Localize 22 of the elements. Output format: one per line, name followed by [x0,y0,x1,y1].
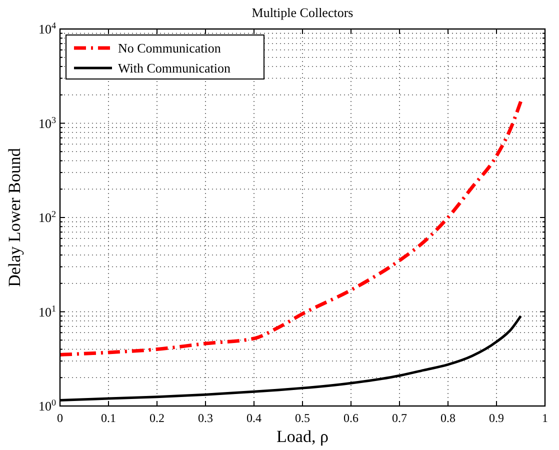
y-tick-label: 10$^{2}$ [38,209,56,226]
x-tick-label: 1 [542,411,548,425]
x-tick-label: 0.9 [489,411,504,425]
y-tick-label: 10$^{4}$ [38,20,56,37]
x-tick-label: 0.6 [344,411,358,425]
x-tick-label: 0.5 [295,411,310,425]
x-tick-label: 0.8 [440,411,456,425]
x-tick-label: 0.7 [392,411,407,425]
line-series [58,100,522,356]
x-tick-label: 0 [57,411,63,425]
y-tick-label: 10$^{3}$ [38,114,56,131]
y-tick-label: 10$^{0}$ [38,398,56,414]
x-tick-label: 0.3 [198,411,213,425]
legend-label: With Communication [118,60,231,76]
x-tick-label: 0.1 [101,411,116,425]
chart-title: Multiple Collectors [252,5,354,20]
y-tick-label: 10$^{1}$ [38,303,56,320]
y-axis-title: Delay Lower Bound [5,148,24,287]
x-tick-label: 0.4 [246,411,262,425]
x-tick-label: 0.2 [150,411,164,425]
legend-label: No Communication [118,40,222,56]
x-axis-title: Load, ρ [276,427,328,446]
